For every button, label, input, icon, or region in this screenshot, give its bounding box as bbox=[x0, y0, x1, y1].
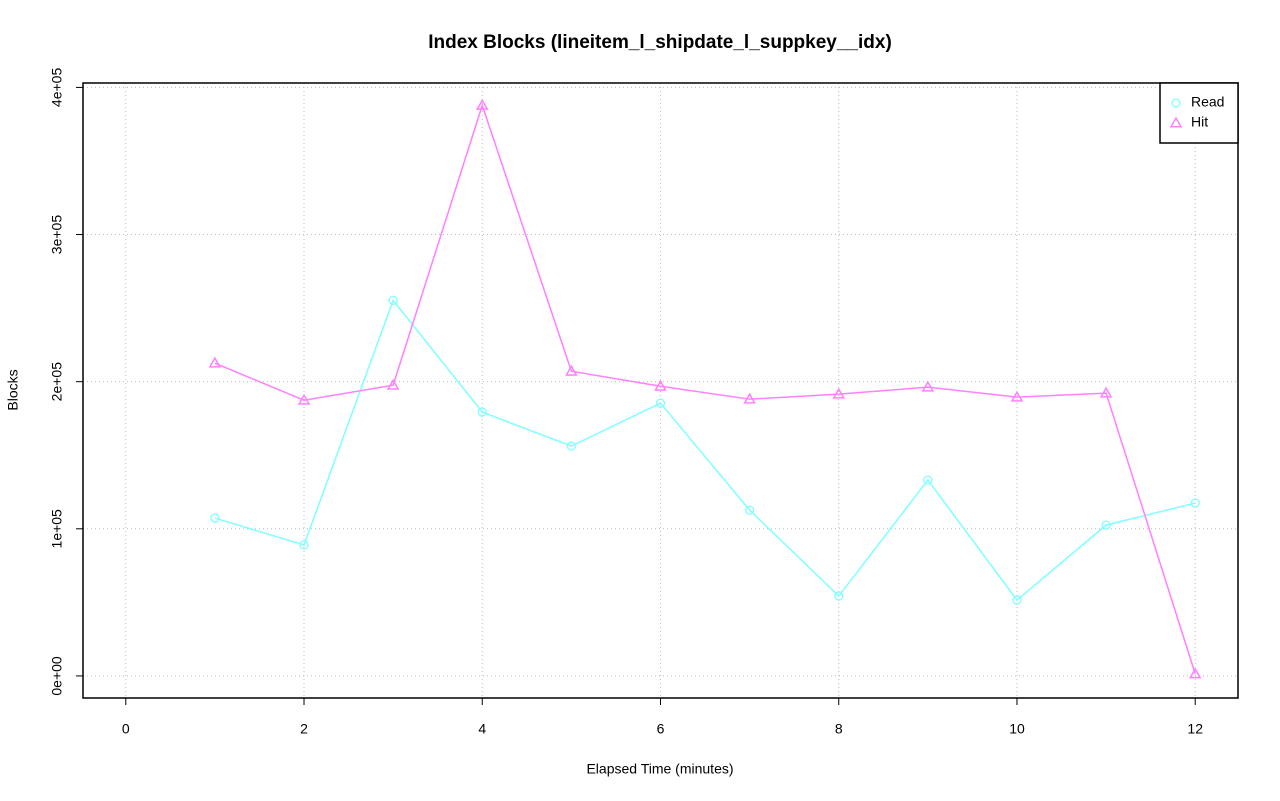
y-axis-title: Blocks bbox=[5, 369, 21, 410]
x-tick-label: 6 bbox=[657, 721, 665, 737]
x-axis-title: Elapsed Time (minutes) bbox=[586, 761, 733, 777]
x-tick-label: 0 bbox=[122, 721, 130, 737]
y-tick-label: 1e+05 bbox=[49, 509, 65, 549]
legend-label: Read bbox=[1191, 94, 1224, 110]
data-point bbox=[1099, 386, 1113, 398]
data-point bbox=[743, 392, 756, 404]
data-point bbox=[1190, 498, 1200, 508]
x-tick-label: 2 bbox=[300, 721, 308, 737]
data-point bbox=[477, 407, 487, 417]
y-tick-label: 2e+05 bbox=[49, 362, 65, 402]
data-point bbox=[565, 364, 578, 376]
data-point bbox=[388, 295, 398, 305]
data-point bbox=[655, 398, 666, 408]
data-point bbox=[210, 513, 220, 523]
data-point bbox=[208, 356, 222, 368]
chart-title: Index Blocks (lineitem_l_shipdate_l_supp… bbox=[428, 32, 892, 53]
x-tick-label: 4 bbox=[478, 721, 486, 737]
legend-box bbox=[1159, 82, 1239, 144]
plot-frame bbox=[82, 82, 1239, 699]
x-tick-label: 8 bbox=[835, 721, 843, 737]
data-point bbox=[654, 379, 667, 391]
data-point bbox=[744, 505, 755, 515]
data-point bbox=[1101, 520, 1111, 530]
legend-label: Hit bbox=[1191, 114, 1208, 130]
series-line bbox=[214, 102, 1196, 675]
data-point bbox=[832, 387, 846, 399]
data-point bbox=[299, 540, 309, 550]
data-point bbox=[1010, 390, 1024, 402]
data-point bbox=[297, 393, 311, 405]
x-tick-label: 12 bbox=[1187, 721, 1203, 737]
data-point bbox=[1012, 595, 1022, 605]
y-tick-label: 3e+05 bbox=[49, 215, 65, 255]
x-tick-label: 10 bbox=[1009, 721, 1025, 737]
y-tick-label: 0e+00 bbox=[49, 656, 65, 696]
data-point bbox=[475, 98, 489, 110]
series-line bbox=[214, 298, 1196, 602]
legend-marker bbox=[1171, 98, 1181, 108]
data-point bbox=[923, 475, 933, 485]
data-point bbox=[566, 441, 577, 451]
legend-marker bbox=[1169, 116, 1183, 128]
data-point bbox=[386, 378, 400, 390]
data-point bbox=[921, 380, 935, 392]
data-point bbox=[1188, 667, 1202, 679]
data-point bbox=[834, 591, 844, 601]
y-tick-label: 4e+05 bbox=[49, 68, 65, 108]
